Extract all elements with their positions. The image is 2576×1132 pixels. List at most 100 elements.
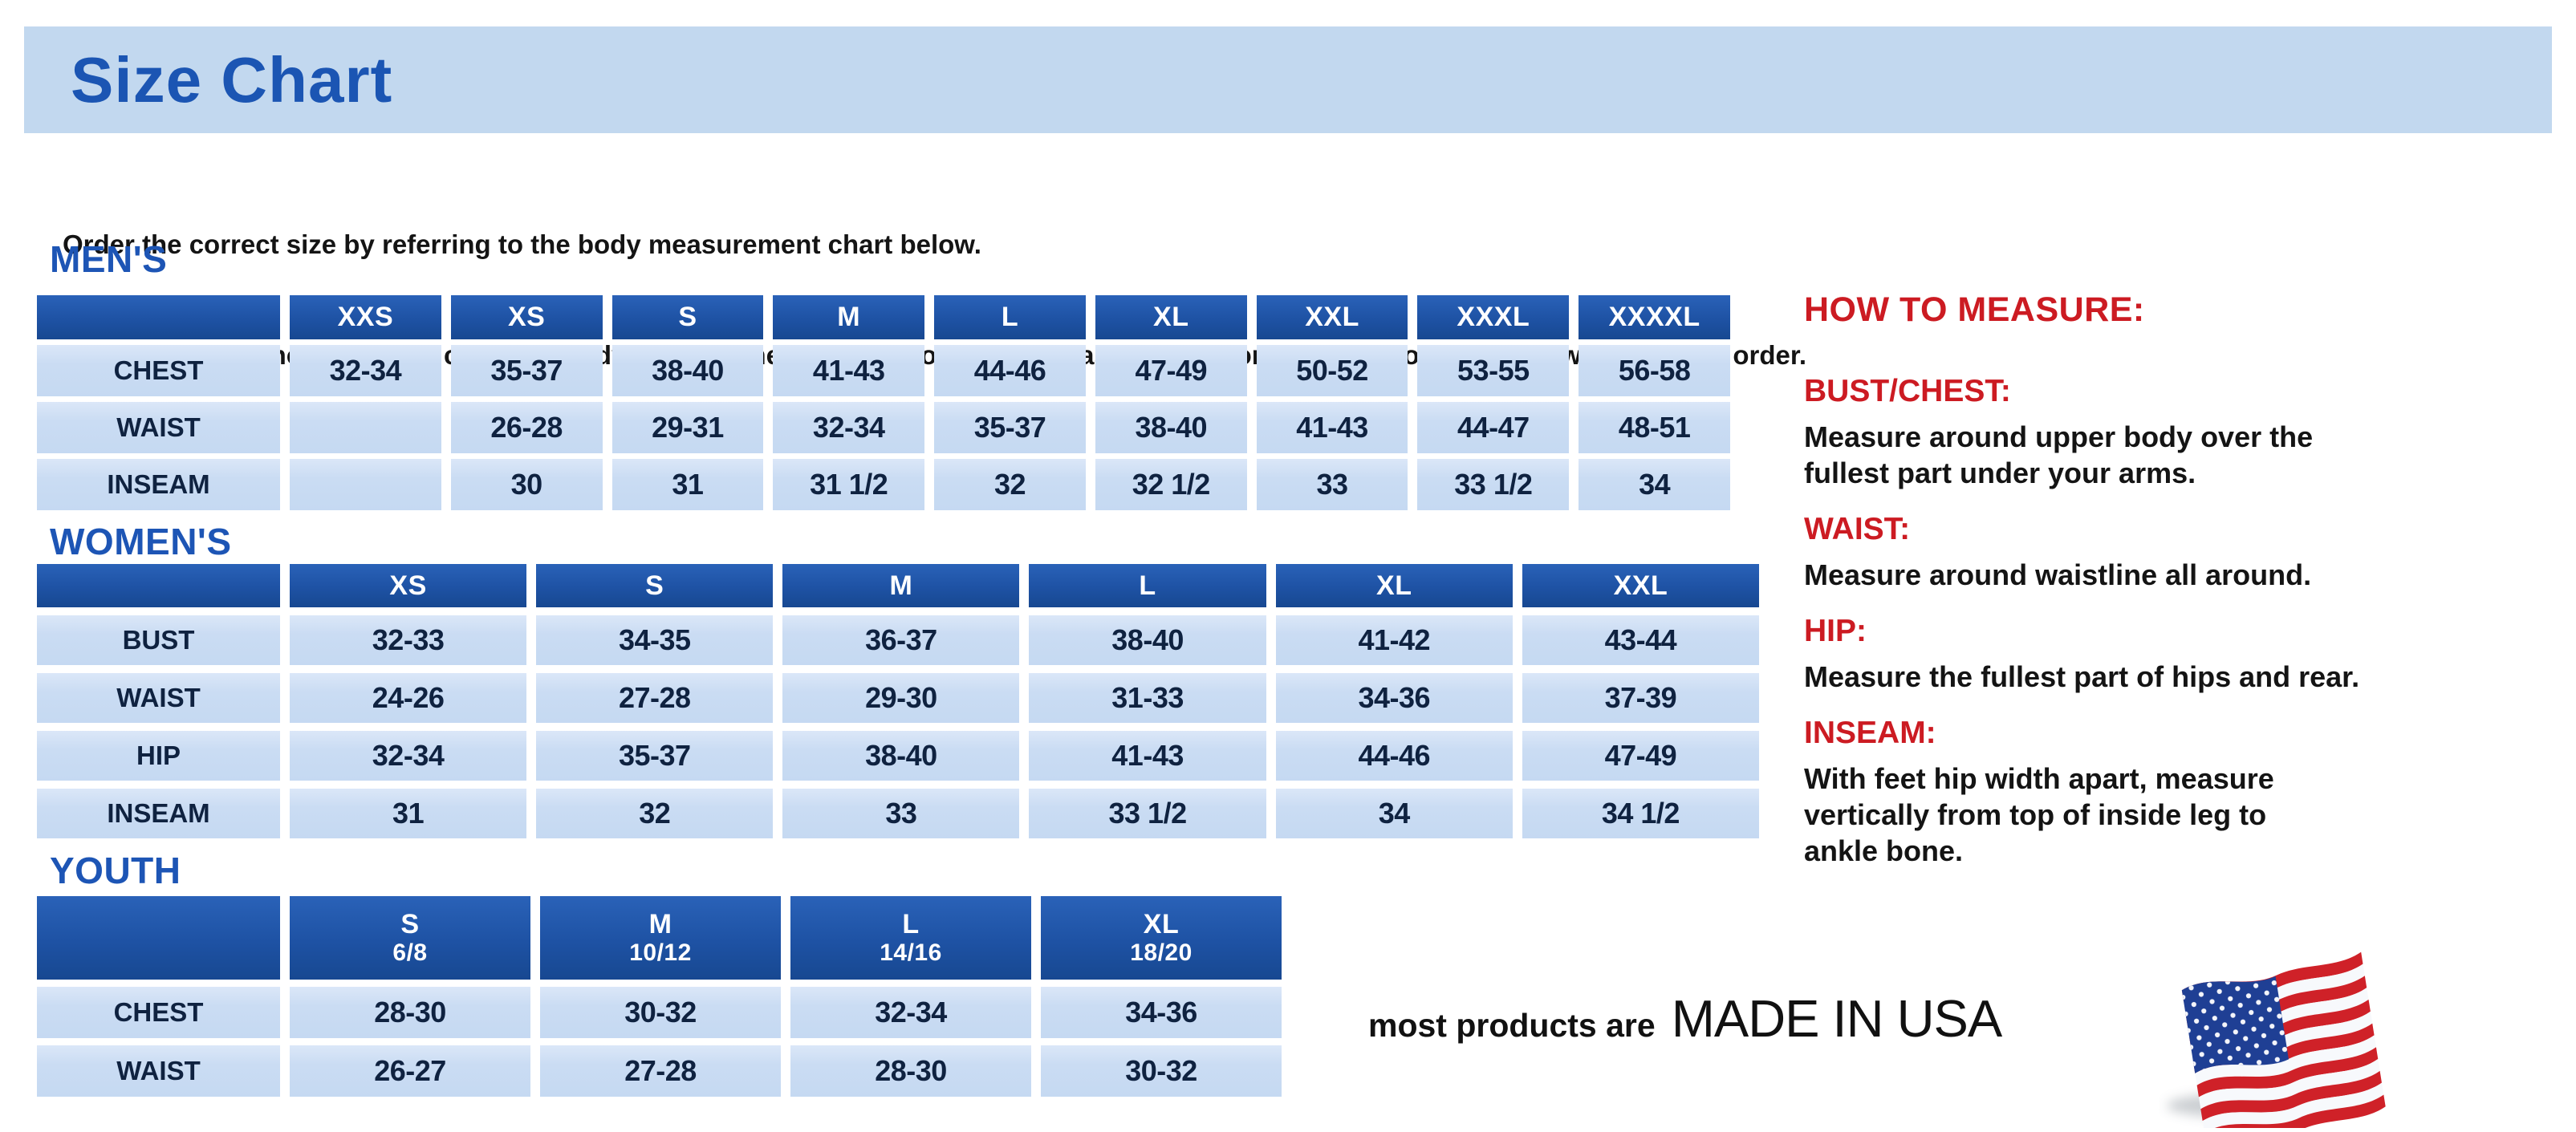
value-cell: 34 xyxy=(1579,459,1730,510)
value-cell: 26-27 xyxy=(290,1045,530,1097)
value-cell: 34-36 xyxy=(1275,673,1513,723)
size-letter: XL xyxy=(1143,909,1180,940)
value-cell: 44-46 xyxy=(934,345,1086,396)
mens-corner-cell xyxy=(37,295,280,339)
value-cell: 34-35 xyxy=(536,615,774,665)
value-cell: 31 xyxy=(290,789,527,838)
row-label-cell: INSEAM xyxy=(37,459,280,510)
header-cell: M xyxy=(782,564,1020,607)
value-cell: 32-33 xyxy=(290,615,527,665)
value-cell: 53-55 xyxy=(1417,345,1570,396)
made-in-usa-prefix: most products are xyxy=(1368,1007,1656,1044)
value-cell: 48-51 xyxy=(1579,402,1730,453)
row-label-cell: INSEAM xyxy=(37,789,280,838)
header-cell: XS xyxy=(450,295,603,339)
value-cell: 32-34 xyxy=(790,987,1031,1038)
header-cell: XXXL xyxy=(1417,295,1570,339)
made-in-usa-text: MADE IN USA xyxy=(1671,989,2003,1048)
value-cell: 29-30 xyxy=(782,673,1020,723)
how-to-measure-section: HOW TO MEASURE: BUST/CHEST: Measure arou… xyxy=(1804,290,2550,890)
measure-text-line: Measure the fullest part of hips and rea… xyxy=(1804,660,2360,693)
measure-text-line: With feet hip width apart, measure xyxy=(1804,762,2274,795)
measure-label-hip: HIP: xyxy=(1804,614,1867,648)
size-letter: L xyxy=(902,909,920,940)
value-cell: 47-49 xyxy=(1095,345,1247,396)
value-cell: 41-43 xyxy=(1256,402,1408,453)
header-cell: XL 18/20 xyxy=(1041,896,1282,980)
value-cell: 30 xyxy=(450,459,603,510)
header-cell: S xyxy=(536,564,774,607)
value-cell: 32-34 xyxy=(773,402,925,453)
value-cell: 34 xyxy=(1275,789,1513,838)
value-cell: 31-33 xyxy=(1029,673,1266,723)
value-cell: 28-30 xyxy=(290,987,530,1038)
row-label-cell: WAIST xyxy=(37,402,280,453)
value-cell: 47-49 xyxy=(1522,731,1759,781)
youth-size-table: S 6/8 M 10/12 L 14/16 XL 18/20 CHEST 28-… xyxy=(37,896,1282,1097)
measure-text-line: vertically from top of inside leg to xyxy=(1804,798,2267,831)
header-cell: L 14/16 xyxy=(790,896,1031,980)
header-cell: XXL xyxy=(1256,295,1408,339)
value-cell: 35-37 xyxy=(536,731,774,781)
header-cell: M xyxy=(773,295,925,339)
value-cell: 43-44 xyxy=(1522,615,1759,665)
value-cell: 24-26 xyxy=(290,673,527,723)
header-cell: XL xyxy=(1095,295,1247,339)
measure-text-hip: Measure the fullest part of hips and rea… xyxy=(1804,659,2550,695)
measure-label-inseam: INSEAM: xyxy=(1804,716,1936,750)
value-cell: 44-46 xyxy=(1275,731,1513,781)
intro-line-1: Order the correct size by referring to t… xyxy=(63,229,981,259)
value-cell: 26-28 xyxy=(450,402,603,453)
value-cell: 50-52 xyxy=(1256,345,1408,396)
value-cell xyxy=(290,459,441,510)
header-cell: XL xyxy=(1275,564,1513,607)
row-label-cell: CHEST xyxy=(37,345,280,396)
size-range: 18/20 xyxy=(1130,939,1193,967)
value-cell: 38-40 xyxy=(1095,402,1247,453)
measure-label-waist: WAIST: xyxy=(1804,512,1911,546)
value-cell: 41-42 xyxy=(1275,615,1513,665)
measure-text-line: Measure around waistline all around. xyxy=(1804,558,2312,591)
value-cell: 41-43 xyxy=(1029,731,1266,781)
measure-text-line: Measure around upper body over the xyxy=(1804,420,2314,453)
value-cell: 27-28 xyxy=(536,673,774,723)
womens-corner-cell xyxy=(37,564,280,607)
youth-corner-cell xyxy=(37,896,280,980)
measure-label-bust-chest: BUST/CHEST: xyxy=(1804,374,2011,408)
value-cell: 32 1/2 xyxy=(1095,459,1247,510)
value-cell: 33 1/2 xyxy=(1029,789,1266,838)
header-cell: L xyxy=(1029,564,1266,607)
value-cell: 33 xyxy=(1256,459,1408,510)
mens-size-table: XXS XS S M L XL XXL XXXL XXXXL CHEST 32-… xyxy=(37,295,1730,510)
page-title: Size Chart xyxy=(71,44,393,116)
value-cell: 31 1/2 xyxy=(773,459,925,510)
mens-section-heading: MEN'S xyxy=(50,238,168,280)
row-label-cell: HIP xyxy=(37,731,280,781)
value-cell: 30-32 xyxy=(1041,1045,1282,1097)
womens-size-table: XS S M L XL XXL BUST 32-33 34-35 36-37 3… xyxy=(37,564,1759,838)
header-cell: M 10/12 xyxy=(540,896,781,980)
size-letter: S xyxy=(400,909,420,940)
value-cell: 38-40 xyxy=(782,731,1020,781)
header-cell: L xyxy=(934,295,1086,339)
value-cell: 35-37 xyxy=(934,402,1086,453)
header-cell: XXS xyxy=(290,295,441,339)
header-cell: XXL xyxy=(1522,564,1759,607)
measure-text-line: fullest part under your arms. xyxy=(1804,456,2196,489)
womens-section-heading: WOMEN'S xyxy=(50,521,232,562)
header-cell: S xyxy=(611,295,764,339)
measure-text-line: ankle bone. xyxy=(1804,834,1964,867)
header-cell: XXXXL xyxy=(1579,295,1730,339)
value-cell: 38-40 xyxy=(611,345,764,396)
row-label-cell: BUST xyxy=(37,615,280,665)
made-in-usa-line: most products are MADE IN USA xyxy=(1368,988,2003,1049)
value-cell: 34-36 xyxy=(1041,987,1282,1038)
size-range: 6/8 xyxy=(392,939,428,967)
how-to-measure-heading: HOW TO MEASURE: xyxy=(1804,290,2145,329)
value-cell xyxy=(290,402,441,453)
value-cell: 38-40 xyxy=(1029,615,1266,665)
header-cell: XS xyxy=(290,564,527,607)
value-cell: 30-32 xyxy=(540,987,781,1038)
value-cell: 33 1/2 xyxy=(1417,459,1570,510)
row-label-cell: CHEST xyxy=(37,987,280,1038)
